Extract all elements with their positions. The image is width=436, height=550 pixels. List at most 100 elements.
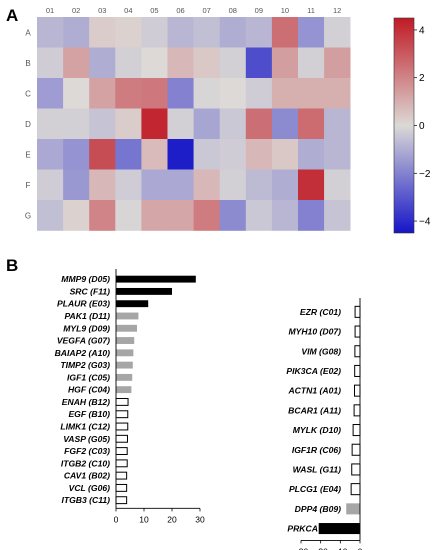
heatmap-column-label: 03 xyxy=(98,6,106,15)
heatmap-cell xyxy=(167,78,194,109)
panel-label-b: B xyxy=(6,256,18,275)
heatmap-cell xyxy=(298,200,325,231)
bar xyxy=(115,471,128,480)
bar-category-label: BCAR1 (A11) xyxy=(288,405,341,415)
bar-x-tick-label: 0 xyxy=(114,514,119,524)
heatmap-cell xyxy=(37,169,64,201)
heatmap-column-label: 06 xyxy=(176,6,184,15)
bar xyxy=(354,345,361,358)
bar xyxy=(116,287,172,295)
bar-category-label: MYL9 (D09) xyxy=(63,323,110,333)
heatmap-cell xyxy=(193,78,220,109)
bar xyxy=(115,447,128,455)
heatmap-cell xyxy=(245,169,273,201)
heatmap-cell xyxy=(37,78,64,109)
heatmap-column-label: 07 xyxy=(202,6,210,15)
heatmap-cell xyxy=(141,108,168,140)
heatmap-cell xyxy=(167,200,194,231)
bar xyxy=(116,312,139,320)
bar-category-label: PIK3CA (E02) xyxy=(286,366,341,376)
heatmap-cell xyxy=(167,47,194,79)
bar xyxy=(116,361,133,369)
heatmap-column-label: 09 xyxy=(255,6,263,15)
colorbar-tick-label: −2 xyxy=(419,169,431,180)
heatmap-cell xyxy=(37,139,64,170)
bar-category-label: SRC (F11) xyxy=(70,286,111,296)
heatmap-cell xyxy=(193,139,220,170)
bar xyxy=(352,424,361,437)
heatmap-cell xyxy=(37,200,64,231)
bar-category-label: ENAH (B12) xyxy=(62,397,110,407)
heatmap-cell xyxy=(89,200,116,231)
bar-x-tick-label: −20 xyxy=(313,546,328,550)
heatmap-cell xyxy=(245,17,273,48)
heatmap-cell xyxy=(63,17,90,48)
bar-x-tick-label: 10 xyxy=(139,514,149,524)
bar-category-label: VIM (G08) xyxy=(301,346,341,356)
bar xyxy=(116,337,135,344)
bar xyxy=(318,523,360,535)
bar-category-label: IGF1 (C05) xyxy=(67,372,110,382)
bar xyxy=(346,503,360,515)
heatmap-cell xyxy=(89,139,116,170)
heatmap-cell xyxy=(89,17,116,48)
heatmap-cell xyxy=(63,139,90,170)
bar xyxy=(116,324,137,332)
heatmap-column-label: 08 xyxy=(229,6,237,15)
heatmap-cell xyxy=(63,108,90,140)
heatmap-cell xyxy=(89,108,116,140)
bar-x-tick-label: 20 xyxy=(167,514,177,524)
bar-category-label: TIMP2 (G03) xyxy=(60,360,110,370)
heatmap-cell xyxy=(89,169,116,201)
heatmap-cell xyxy=(167,169,194,201)
heatmap-cell xyxy=(298,108,325,140)
heatmap-column-label: 10 xyxy=(281,6,289,15)
bar xyxy=(115,459,128,468)
colorbar-tick-label: 2 xyxy=(419,73,425,84)
bar-category-label: BAIAP2 (A10) xyxy=(55,348,111,358)
heatmap-cell xyxy=(271,47,299,79)
heatmap-row-label: E xyxy=(25,150,30,159)
bar-category-label: ACTN1 (A01) xyxy=(287,386,341,396)
heatmap-column-label: 01 xyxy=(46,6,54,15)
heatmap-cell xyxy=(219,169,247,201)
bar-category-label: MYLK (D10) xyxy=(293,425,341,435)
bar xyxy=(115,422,129,431)
heatmap-cell xyxy=(219,200,247,231)
bar-category-label: EGF (B10) xyxy=(68,409,110,419)
heatmap-cell xyxy=(167,108,194,140)
bar xyxy=(116,373,133,381)
bar-category-label: PLAUR (E03) xyxy=(57,299,110,309)
heatmap-cell xyxy=(324,169,351,201)
bar xyxy=(351,443,361,456)
heatmap-column-label: 02 xyxy=(72,6,80,15)
heatmap-cell xyxy=(115,169,142,201)
heatmap-cell xyxy=(324,17,351,48)
heatmap-cell xyxy=(63,169,90,201)
heatmap-cell xyxy=(324,139,351,170)
bar-category-label: PLCG1 (E04) xyxy=(289,484,341,494)
heatmap-cell xyxy=(298,78,325,109)
bar xyxy=(354,364,361,377)
heatmap-cell xyxy=(89,78,116,109)
heatmap-cell xyxy=(193,108,220,140)
bar-category-label: IGF1R (C06) xyxy=(292,445,341,455)
bar-category-label: PRKCA (E06) xyxy=(287,524,341,534)
heatmap-cell xyxy=(245,139,273,170)
heatmap-cell xyxy=(271,139,299,170)
heatmap-cell xyxy=(324,108,351,140)
heatmap-cell xyxy=(141,17,168,48)
heatmap-cell xyxy=(89,47,116,79)
heatmap-cell xyxy=(271,169,299,201)
bar xyxy=(354,305,361,318)
bar xyxy=(115,434,128,443)
bar-x-tick-label: 30 xyxy=(195,514,205,524)
bar xyxy=(350,483,361,496)
heatmap-row-label: G xyxy=(25,211,31,220)
colorbar-tick-label: 0 xyxy=(419,121,425,132)
heatmap-cell xyxy=(298,47,325,79)
bar-category-label: WASL (G11) xyxy=(293,464,342,474)
heatmap-row-label: A xyxy=(25,28,31,37)
